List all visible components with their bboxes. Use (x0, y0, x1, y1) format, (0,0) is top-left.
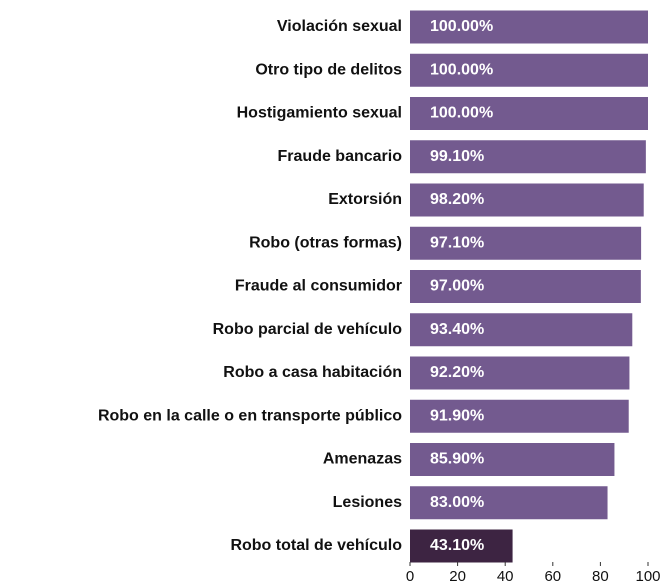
x-tick-label: 100 (635, 568, 660, 585)
value-label: 43.10% (430, 537, 484, 554)
bar (410, 53, 648, 87)
x-tick-label: 20 (449, 568, 466, 585)
value-label: 98.20% (430, 191, 484, 208)
category-label: Amenazas (323, 451, 402, 468)
value-label: 92.20% (430, 364, 484, 381)
category-label: Otro tipo de delitos (255, 61, 402, 78)
value-label: 100.00% (430, 61, 493, 78)
bar (410, 183, 644, 217)
bar (410, 443, 615, 476)
bar (410, 313, 633, 347)
value-label: 91.90% (430, 407, 484, 424)
bar (410, 10, 648, 44)
category-label: Violación sexual (277, 18, 402, 35)
value-label: 100.00% (430, 18, 493, 35)
category-label: Fraude bancario (278, 148, 403, 165)
bar (410, 529, 513, 563)
bar (410, 399, 629, 433)
bar (410, 486, 608, 520)
category-label: Robo total de vehículo (230, 537, 402, 554)
x-tick-label: 60 (544, 568, 561, 585)
bar (410, 356, 630, 390)
value-label: 99.10% (430, 148, 484, 165)
category-label: Extorsión (328, 191, 402, 208)
x-tick-label: 40 (497, 568, 514, 585)
value-label: 83.00% (430, 494, 484, 511)
x-tick-label: 80 (592, 568, 609, 585)
bar (410, 270, 641, 303)
x-tick-label: 0 (406, 568, 414, 585)
category-label: Robo a casa habitación (223, 364, 402, 381)
value-label: 97.00% (430, 278, 484, 295)
category-label: Lesiones (333, 494, 402, 511)
category-label: Robo (otras formas) (249, 234, 402, 251)
value-label: 85.90% (430, 451, 484, 468)
category-label: Fraude al consumidor (235, 278, 402, 295)
category-label: Hostigamiento sexual (237, 105, 402, 122)
category-label: Robo parcial de vehículo (213, 321, 403, 338)
bar (410, 226, 642, 260)
value-label: 100.00% (430, 105, 493, 122)
bar (410, 140, 646, 174)
value-label: 93.40% (430, 321, 484, 338)
value-label: 97.10% (430, 234, 484, 251)
bar (410, 97, 648, 130)
category-label: Robo en la calle o en transporte público (98, 407, 402, 424)
